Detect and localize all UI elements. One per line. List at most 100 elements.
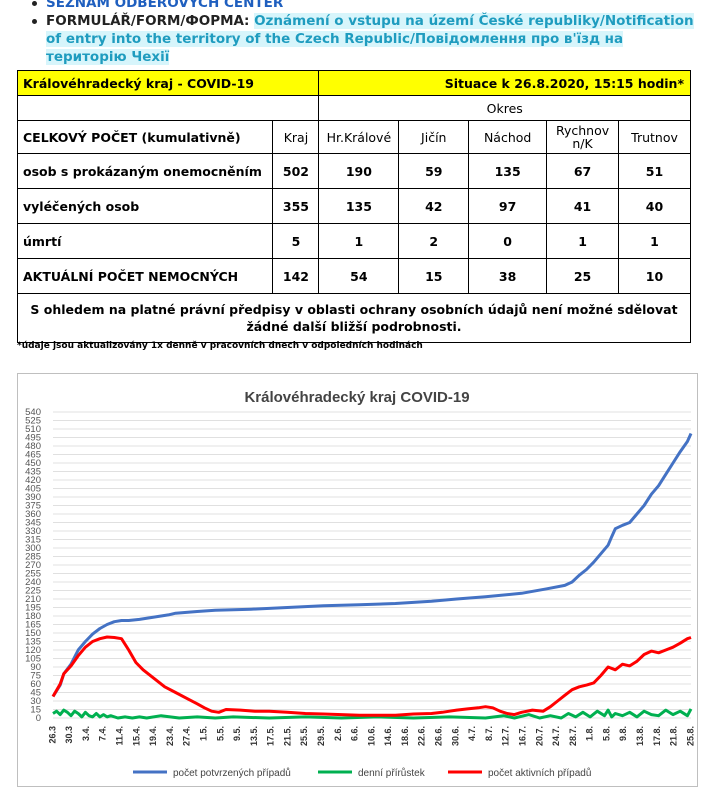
y-tick-label: 135	[25, 637, 41, 648]
cell: 5	[272, 223, 320, 259]
okres-header: Okres	[318, 95, 691, 121]
y-tick-label: 480	[25, 441, 41, 452]
legend-label: denní přírůstek	[358, 767, 426, 779]
x-tick-label: 21.8.	[669, 726, 679, 746]
x-tick-label: 25.8.	[685, 726, 695, 746]
x-tick-label: 21.5.	[282, 726, 292, 746]
table-row: vyléčených osob 355 135 42 97 41 40	[16, 188, 691, 224]
y-tick-label: 210	[25, 594, 41, 605]
y-tick-label: 150	[25, 628, 41, 639]
chart-container: Královéhradecký kraj COVID-19 0 15 30 45 60 7…	[17, 373, 698, 787]
cell: 25	[546, 258, 620, 294]
y-tick-label: 180	[25, 611, 41, 622]
x-tick-label: 30.3	[64, 726, 74, 744]
x-tick-label: 26.6.	[434, 726, 444, 746]
y-tick-label: 330	[25, 526, 41, 537]
row-label: vyléčených osob	[16, 188, 274, 224]
form-label: FORMULÁŘ/FORM/ФОРМА:	[46, 13, 250, 29]
y-tick-label: 375	[25, 501, 41, 512]
x-tick-label: 16.7.	[517, 726, 527, 746]
covid-table: Královéhradecký kraj - COVID-19 Situace …	[16, 70, 691, 343]
x-tick-label: 6.6.	[350, 726, 360, 741]
y-tick-label: 540	[25, 407, 41, 418]
x-tick-label: 30.6.	[450, 726, 460, 746]
x-tick-label: 27.4.	[182, 726, 192, 746]
table-title: Královéhradecký kraj - COVID-19	[16, 70, 320, 96]
x-tick-label: 22.6.	[417, 726, 427, 746]
x-tick-label: 4.7.	[467, 726, 477, 741]
series-line	[51, 635, 692, 717]
y-tick-label: 465	[25, 450, 41, 461]
update-footnote: *údaje jsou aktualizovány 1x denně v pra…	[17, 341, 423, 351]
y-tick-label: 510	[25, 424, 41, 435]
cell: 355	[272, 188, 320, 224]
column-header: Jičín	[398, 120, 470, 154]
cell: 10	[618, 258, 691, 294]
legend-label: počet potvrzených případů	[173, 767, 291, 779]
x-tick-label: 7.4.	[98, 726, 108, 741]
cell: 142	[272, 258, 320, 294]
series-line	[51, 432, 693, 698]
y-tick-label: 120	[25, 645, 41, 656]
x-tick-label: 5.8.	[601, 726, 611, 741]
cell: 190	[318, 153, 400, 189]
y-tick-label: 240	[25, 577, 41, 588]
y-tick-label: 75	[30, 671, 41, 682]
y-tick-label: 90	[30, 662, 41, 673]
row-label: úmrtí	[16, 223, 274, 259]
cell: 135	[468, 153, 548, 189]
y-tick-label: 420	[25, 475, 41, 486]
y-tick-label: 450	[25, 458, 41, 469]
y-tick-label: 300	[25, 543, 41, 554]
x-tick-label: 11.4.	[115, 726, 125, 746]
x-tick-label: 18.6.	[400, 726, 410, 746]
x-tick-label: 26.3	[47, 726, 57, 744]
cell: 42	[398, 188, 470, 224]
cell: 59	[398, 153, 470, 189]
cell: 1	[318, 223, 400, 259]
x-tick-label: 3.4.	[81, 726, 91, 741]
y-tick-label: 285	[25, 552, 41, 563]
x-tick-label: 9.8.	[618, 726, 628, 741]
x-tick-label: 20.7.	[534, 726, 544, 746]
y-tick-label: 225	[25, 586, 41, 597]
y-tick-label: 60	[30, 679, 41, 690]
privacy-note: S ohledem na platné právní předpisy v ob…	[17, 293, 691, 343]
cell: 54	[318, 258, 400, 294]
y-tick-label: 15	[30, 705, 41, 716]
y-tick-label: 105	[25, 654, 41, 665]
y-tick-label: 405	[25, 484, 41, 495]
cell: 40	[618, 188, 691, 224]
x-tick-label: 1.8.	[585, 726, 595, 741]
y-tick-label: 30	[30, 696, 41, 707]
cell: 51	[618, 153, 691, 189]
y-tick-label: 165	[25, 620, 41, 631]
covid-line-chart: Královéhradecký kraj COVID-19 0153045607…	[25, 389, 695, 779]
bullet-item: FORMULÁŘ/FORM/ФОРМА: Oznámení o vstupu n…	[32, 12, 707, 66]
spacer-cell	[16, 95, 320, 121]
x-tick-label: 8.7.	[484, 726, 494, 741]
x-tick-label: 13.5.	[249, 726, 259, 746]
y-tick-label: 315	[25, 535, 41, 546]
chart-title: Královéhradecký kraj COVID-19	[244, 389, 469, 406]
series-line	[52, 708, 693, 720]
x-tick-label: 19.4.	[148, 726, 158, 746]
x-tick-label: 13.8.	[635, 726, 645, 746]
x-tick-label: 2.6.	[333, 726, 343, 741]
y-tick-label: 345	[25, 518, 41, 529]
testing-centers-link[interactable]: Seznam odběrových center	[46, 0, 284, 11]
x-tick-label: 1.5.	[198, 726, 208, 741]
y-tick-label: 45	[30, 688, 41, 699]
column-header: Náchod	[468, 120, 548, 154]
cell: 1	[546, 223, 620, 259]
link-list: Seznam odběrových center FORMULÁŘ/FORM/Ф…	[32, 0, 707, 66]
table-row: AKTUÁLNÍ POČET NEMOCNÝCH 142 54 15 38 25…	[16, 258, 691, 294]
column-header: Kraj	[272, 120, 320, 154]
y-tick-label: 435	[25, 467, 41, 478]
table-row: osob s prokázaným onemocněním 502 190 59…	[16, 153, 691, 189]
cell: 41	[546, 188, 620, 224]
cell: 38	[468, 258, 548, 294]
x-tick-label: 28.7.	[568, 726, 578, 746]
cell: 67	[546, 153, 620, 189]
cell: 1	[618, 223, 691, 259]
